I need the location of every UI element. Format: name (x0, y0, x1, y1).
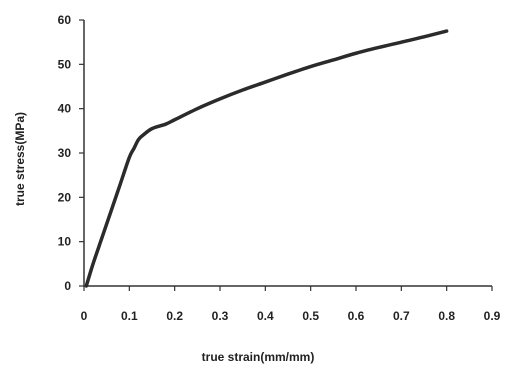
x-axis-title: true strain(mm/mm) (202, 350, 315, 364)
y-tick-label: 10 (58, 235, 72, 249)
y-axis-ticks: 0 10 20 30 40 50 60 (58, 13, 84, 293)
x-tick-label: 0.6 (348, 309, 365, 323)
y-tick-label: 20 (58, 190, 72, 204)
x-tick-label: 0.7 (393, 309, 410, 323)
x-tick-label: 0.9 (484, 309, 501, 323)
series-layer (84, 29, 449, 288)
x-tick-label: 0.1 (121, 309, 138, 323)
axes (83, 20, 492, 287)
x-tick-label: 0 (81, 309, 88, 323)
y-tick-label: 40 (58, 102, 72, 116)
y-tick-label: 30 (58, 146, 72, 160)
x-tick-label: 0.8 (438, 309, 455, 323)
x-tick-label: 0.3 (212, 309, 229, 323)
x-tick-label: 0.4 (257, 309, 274, 323)
y-tick-label: 50 (58, 57, 72, 71)
y-tick-label: 0 (64, 279, 71, 293)
x-axis-ticks: 0 0.1 0.2 0.3 0.4 0.5 0.6 0.7 0.8 0.9 (81, 286, 501, 323)
stress-strain-curve (84, 29, 449, 288)
x-tick-label: 0.5 (302, 309, 319, 323)
x-tick-label: 0.2 (166, 309, 183, 323)
y-axis-title: true stress(MPa) (13, 112, 27, 206)
y-tick-label: 60 (58, 13, 72, 27)
